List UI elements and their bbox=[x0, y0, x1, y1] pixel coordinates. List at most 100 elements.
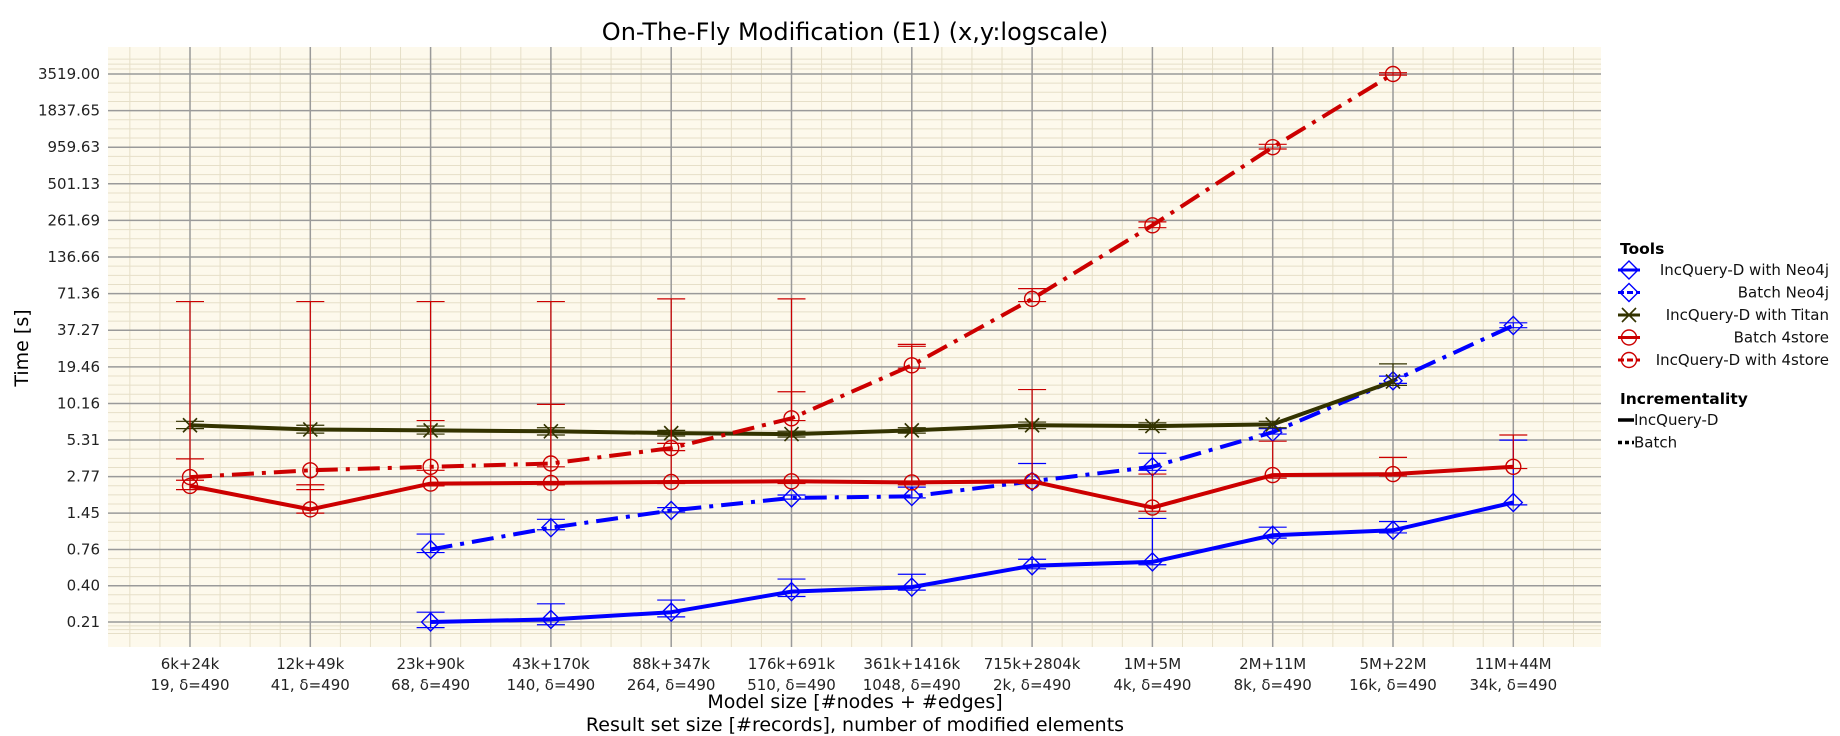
x-tick-label: 510, δ=490 bbox=[747, 676, 836, 694]
legend-label: IncQuery-D with Titan bbox=[1666, 306, 1829, 324]
data-point bbox=[901, 577, 922, 598]
data-point bbox=[1384, 465, 1402, 483]
series-line bbox=[189, 464, 1514, 512]
minor-grid bbox=[108, 47, 1601, 647]
legend-tools-title: Tools bbox=[1620, 240, 1664, 258]
plot-background bbox=[108, 47, 1601, 647]
x-tick-label: 68, δ=490 bbox=[391, 676, 470, 694]
x-tick-label: 11M+44M bbox=[1475, 655, 1552, 673]
y-tick-label: 3519.00 bbox=[38, 65, 100, 83]
x-tick-label: 361k+1416k bbox=[863, 655, 960, 673]
legend-label: Batch 4store bbox=[1734, 329, 1829, 347]
data-point bbox=[1023, 290, 1041, 308]
data-point bbox=[1503, 315, 1524, 336]
x-tick-label: 23k+90k bbox=[397, 655, 465, 673]
data-point bbox=[542, 455, 560, 472]
data-point bbox=[903, 357, 920, 374]
data-point bbox=[663, 439, 680, 457]
data-point bbox=[1503, 492, 1524, 513]
legend-label: IncQuery-D bbox=[1634, 411, 1718, 429]
series-batch-4store bbox=[176, 298, 1528, 518]
legend-item: Batch Neo4j bbox=[1618, 282, 1829, 303]
series-batch-neo4j bbox=[416, 315, 1528, 560]
data-point bbox=[1022, 471, 1043, 492]
x-tick-label: 16k, δ=490 bbox=[1349, 676, 1437, 694]
x-axis-ticks: 6k+24k 19, δ=490 12k+49k 41, δ=490 23k+90k 68… bbox=[151, 655, 1558, 694]
data-point bbox=[1023, 473, 1041, 490]
x-tick-label: 19, δ=490 bbox=[151, 676, 230, 694]
y-tick-label: 1837.65 bbox=[38, 102, 100, 120]
data-point bbox=[302, 501, 319, 518]
series-incquery-d-with-4store bbox=[176, 65, 1407, 491]
x-tick-label: 2M+11M bbox=[1239, 655, 1306, 673]
x-tick-label: 6k+24k bbox=[161, 655, 220, 673]
series-line bbox=[430, 323, 1515, 552]
data-point bbox=[901, 486, 922, 507]
x-tick-label: 88k+347k bbox=[632, 655, 710, 673]
data-point bbox=[1144, 499, 1161, 516]
x-tick-label: 176k+691k bbox=[748, 655, 836, 673]
chart-title: On-The-Fly Modification (E1) (x,y:logsca… bbox=[602, 18, 1108, 46]
data-point bbox=[1384, 65, 1402, 83]
legend-tools: IncQuery-D with Neo4j Batch Neo4j IncQuery… bbox=[1618, 260, 1829, 369]
data-point bbox=[540, 517, 561, 538]
legend-swatch-marker bbox=[1621, 307, 1637, 323]
legend-swatch-marker bbox=[1619, 282, 1639, 303]
data-point bbox=[661, 500, 682, 521]
y-tick-label: 0.40 bbox=[67, 577, 100, 595]
y-tick-label: 10.16 bbox=[57, 394, 100, 412]
x-tick-label: 1M+5M bbox=[1124, 655, 1182, 673]
x-tick-label: 264, δ=490 bbox=[627, 676, 716, 694]
data-point bbox=[1022, 555, 1043, 576]
data-point bbox=[1265, 416, 1281, 433]
data-point bbox=[783, 473, 800, 490]
data-point bbox=[422, 458, 439, 476]
data-point bbox=[1262, 525, 1283, 546]
series-line bbox=[430, 500, 1514, 624]
data-point bbox=[1142, 551, 1163, 572]
y-tick-label: 19.46 bbox=[57, 358, 100, 376]
legend-swatch-marker bbox=[1620, 329, 1638, 346]
data-point bbox=[781, 581, 802, 602]
x-tick-label: 34k, δ=490 bbox=[1469, 676, 1557, 694]
data-point bbox=[420, 539, 441, 560]
series-incquery-d-with-neo4j bbox=[416, 439, 1528, 632]
data-point bbox=[1383, 370, 1403, 391]
y-tick-label: 0.76 bbox=[67, 541, 100, 559]
legend-item: IncQuery-D bbox=[1618, 411, 1718, 429]
y-tick-label: 501.13 bbox=[48, 175, 101, 193]
x-tick-label: 43k+170k bbox=[512, 655, 590, 673]
y-tick-label: 71.36 bbox=[57, 285, 100, 303]
data-point bbox=[783, 410, 800, 427]
data-point bbox=[663, 473, 680, 491]
legend-label: IncQuery-D with 4store bbox=[1656, 351, 1829, 369]
legend-incrementality: IncQuery-D Batch bbox=[1618, 411, 1718, 452]
data-point bbox=[1505, 458, 1522, 476]
series-line bbox=[189, 72, 1395, 480]
data-point bbox=[903, 474, 920, 491]
data-point bbox=[302, 462, 319, 479]
data-point bbox=[181, 468, 199, 486]
legend-item: Batch 4store bbox=[1618, 329, 1829, 347]
data-point bbox=[1264, 466, 1281, 484]
data-point bbox=[1144, 217, 1161, 234]
legend-item: IncQuery-D with Neo4j bbox=[1618, 260, 1829, 280]
series-layer bbox=[176, 65, 1528, 632]
y-tick-label: 1.45 bbox=[67, 504, 100, 522]
x-tick-label: 8k, δ=490 bbox=[1234, 676, 1312, 694]
x-tick-label: 4k, δ=490 bbox=[1113, 676, 1191, 694]
data-point bbox=[1264, 138, 1281, 156]
major-grid bbox=[108, 47, 1601, 647]
data-point bbox=[1144, 418, 1160, 434]
x-tick-label: 41, δ=490 bbox=[271, 676, 350, 694]
legend-item: IncQuery-D with Titan bbox=[1618, 306, 1829, 324]
data-point bbox=[422, 475, 439, 492]
y-tick-label: 2.77 bbox=[67, 468, 100, 486]
legend-label: Batch Neo4j bbox=[1738, 284, 1829, 302]
x-tick-label: 140, δ=490 bbox=[507, 676, 596, 694]
legend-label: IncQuery-D with Neo4j bbox=[1660, 261, 1829, 279]
y-axis-ticks: 0.21 0.40 0.76 1.45 2.77 5.31 10.16 19.46 37.27 7… bbox=[38, 65, 100, 631]
legend-swatch-marker bbox=[1619, 260, 1639, 280]
